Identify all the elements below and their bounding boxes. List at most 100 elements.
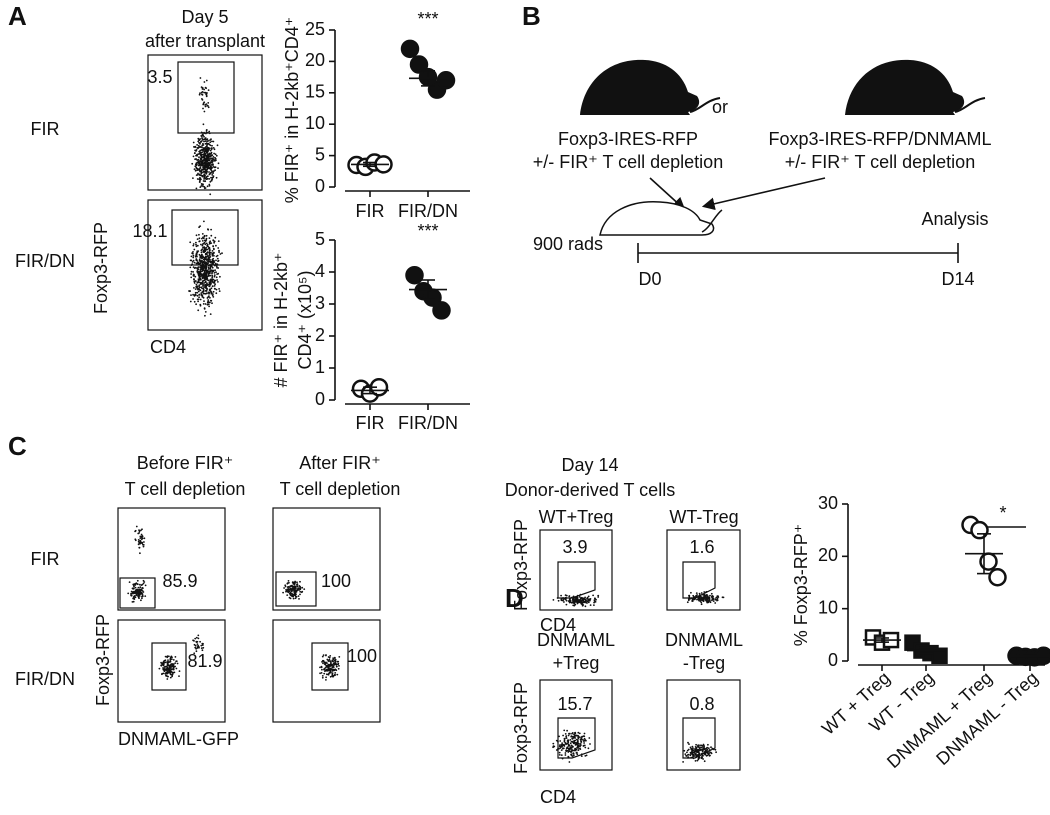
event-dot — [328, 658, 331, 661]
axis-label: Foxp3-RFP — [91, 222, 111, 314]
event-dot — [207, 256, 210, 258]
event-dot — [139, 583, 141, 586]
event-dot — [127, 592, 130, 595]
event-dot — [210, 157, 213, 160]
event-dot — [198, 293, 201, 296]
event-dot — [568, 761, 571, 763]
event-dot — [695, 754, 698, 757]
flow-plot — [666, 679, 741, 771]
event-dot — [137, 539, 140, 541]
event-dot — [206, 167, 209, 170]
column-title: Before FIR⁺ — [137, 453, 234, 473]
event-dot — [706, 752, 709, 754]
event-dot — [199, 146, 202, 149]
event-dot — [294, 595, 297, 598]
event-dot — [697, 756, 700, 759]
event-dot — [197, 162, 200, 165]
event-dot — [708, 599, 710, 602]
event-dot — [215, 244, 217, 247]
event-dot — [577, 749, 580, 751]
event-dot — [201, 160, 204, 163]
event-dot — [174, 662, 177, 664]
event-dot — [194, 637, 197, 640]
y-tick-label: 25 — [305, 19, 325, 39]
event-dot — [200, 169, 203, 172]
event-dot — [139, 586, 142, 589]
event-dot — [174, 665, 177, 668]
event-dot — [572, 752, 575, 754]
gate-value: 3.9 — [562, 537, 587, 557]
or-label: or — [712, 97, 728, 117]
event-dot — [212, 245, 215, 247]
event-dot — [696, 594, 698, 596]
event-dot — [204, 146, 207, 148]
event-dot — [574, 744, 577, 746]
event-dot — [205, 237, 208, 240]
event-dot — [206, 292, 208, 295]
event-dot — [290, 590, 293, 593]
column-title: T cell depletion — [125, 479, 246, 499]
event-dot — [213, 274, 216, 276]
event-dot — [133, 585, 135, 588]
x-tick-label: FIR — [356, 413, 385, 433]
event-dot — [190, 273, 193, 275]
event-dot — [206, 282, 208, 285]
event-dot — [204, 278, 207, 280]
event-dot — [569, 742, 572, 745]
event-dot — [326, 664, 329, 667]
gate-value: 15.7 — [557, 694, 592, 714]
event-dot — [135, 593, 138, 596]
event-dot — [191, 162, 194, 165]
event-dot — [164, 659, 167, 662]
event-dot — [193, 300, 196, 303]
data-point — [405, 265, 424, 285]
event-dot — [571, 740, 574, 743]
event-dot — [205, 272, 208, 274]
event-dot — [579, 736, 581, 739]
event-dot — [195, 245, 198, 248]
event-dot — [216, 273, 219, 275]
event-dot — [570, 744, 573, 747]
event-dot — [699, 744, 701, 747]
y-tick-label: 10 — [818, 597, 838, 617]
event-dot — [196, 291, 199, 294]
event-dot — [571, 732, 573, 735]
event-dot — [567, 740, 570, 743]
event-dot — [198, 646, 200, 649]
event-dot — [194, 291, 197, 294]
y-tick-label: 0 — [315, 176, 325, 196]
event-dot — [587, 598, 590, 601]
event-dot — [712, 748, 715, 751]
event-dot — [193, 640, 195, 642]
event-dot — [337, 667, 340, 670]
event-dot — [209, 267, 212, 270]
event-dot — [299, 580, 301, 583]
event-dot — [334, 658, 337, 661]
event-dot — [131, 591, 134, 594]
event-dot — [201, 148, 204, 151]
event-dot — [329, 655, 332, 657]
event-dot — [326, 658, 329, 661]
event-dot — [204, 314, 206, 317]
event-dot — [206, 263, 209, 266]
y-tick-label: 30 — [818, 493, 838, 513]
gate-value: 85.9 — [162, 571, 197, 591]
event-dot — [200, 158, 203, 161]
event-dot — [203, 173, 206, 176]
event-dot — [325, 654, 327, 656]
event-dot — [163, 670, 166, 673]
event-dot — [210, 264, 213, 267]
event-dot — [704, 751, 707, 754]
event-dot — [200, 131, 203, 134]
dot-chart: 0 5 10 15 20 25% FIR⁺ in H-2kb⁺CD4⁺ FIR FIR/DN *… — [282, 9, 470, 221]
event-dot — [325, 679, 327, 681]
event-dot — [193, 152, 196, 155]
event-dot — [138, 546, 141, 549]
event-dot — [560, 754, 563, 756]
event-dot — [202, 296, 205, 299]
event-dot — [210, 176, 212, 179]
analysis-label: Analysis — [921, 209, 988, 229]
event-dot — [567, 743, 570, 746]
event-dot — [194, 293, 197, 296]
event-dot — [567, 734, 570, 737]
